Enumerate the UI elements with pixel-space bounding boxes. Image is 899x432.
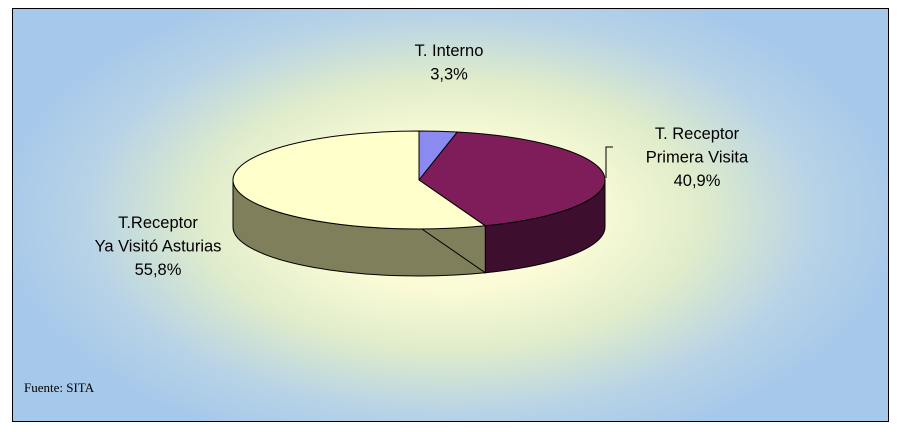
pie-slice-2 <box>418 131 606 227</box>
pie-leaders <box>605 146 613 178</box>
pie-labels: T. Interno 3,3% T. Receptor Primera Visita 4… <box>95 42 749 279</box>
data-label-3-line-1: T.Receptor <box>118 214 198 232</box>
leader-line-2 <box>605 146 613 178</box>
data-label-1: T. Interno 3,3% <box>415 42 484 84</box>
data-label-1-line-1: T. Interno <box>415 42 484 60</box>
data-label-2-line-2: Primera Visita <box>646 149 749 167</box>
pie-slice-3 <box>232 130 487 230</box>
data-label-3-line-2: Ya Visitó Asturias <box>95 238 222 256</box>
data-label-1-line-2: 3,3% <box>430 66 468 84</box>
data-label-2: T. Receptor Primera Visita 40,9% <box>646 125 749 190</box>
source-note: Fuente: SITA <box>24 380 95 395</box>
pie-tops <box>232 130 606 230</box>
data-label-2-line-1: T. Receptor <box>655 125 740 143</box>
data-label-3-line-3: 55,8% <box>135 261 182 279</box>
data-label-3: T.Receptor Ya Visitó Asturias 55,8% <box>95 214 222 279</box>
data-label-2-line-3: 40,9% <box>674 172 721 190</box>
